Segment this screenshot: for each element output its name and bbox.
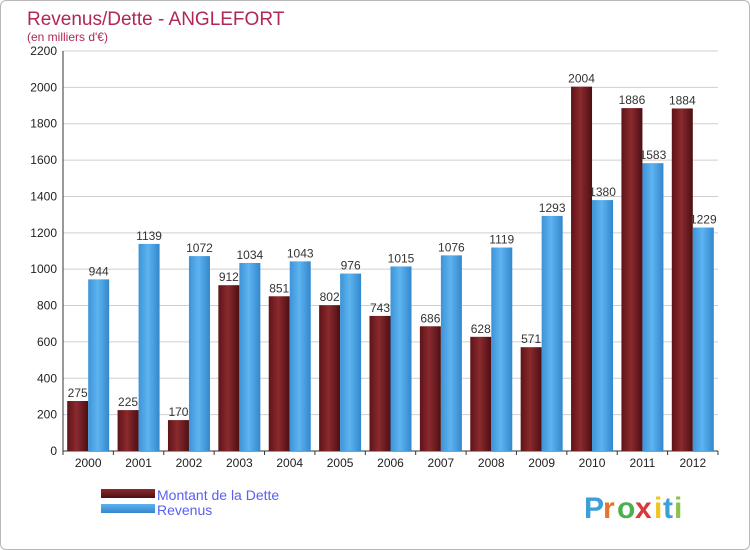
bar-revenus <box>340 273 362 451</box>
data-label-debt: 275 <box>68 386 88 400</box>
bar-debt <box>621 108 643 451</box>
x-tick-label: 2010 <box>579 456 606 470</box>
bar-debt <box>671 108 693 452</box>
logo-letter: P <box>584 492 605 525</box>
x-tick-label: 2006 <box>377 456 404 470</box>
logo-letter: x <box>635 492 653 525</box>
x-tick-label: 2009 <box>528 456 555 470</box>
bar-revenus <box>390 266 412 451</box>
data-label-debt: 170 <box>168 405 188 419</box>
data-label-revenus: 1015 <box>388 251 415 265</box>
data-label-revenus: 1380 <box>589 185 616 199</box>
bar-debt <box>67 401 89 451</box>
data-label-revenus: 1076 <box>438 240 465 254</box>
y-tick-label: 0 <box>50 444 57 458</box>
y-tick-label: 2000 <box>30 80 57 94</box>
data-label-debt: 802 <box>320 290 340 304</box>
data-label-revenus: 1139 <box>136 229 162 243</box>
bar-revenus <box>88 279 110 451</box>
data-label-revenus: 1072 <box>186 241 213 255</box>
x-tick-label: 2002 <box>176 456 203 470</box>
bar-revenus <box>138 243 160 451</box>
data-label-debt: 1884 <box>669 93 696 107</box>
logo-letter: i <box>654 492 663 525</box>
data-label-revenus: 1293 <box>539 201 566 215</box>
data-label-revenus: 1583 <box>640 148 667 162</box>
data-label-debt: 1886 <box>619 93 646 107</box>
data-label-revenus: 976 <box>341 259 361 273</box>
y-tick-label: 1200 <box>30 226 57 240</box>
bar-debt <box>218 285 240 451</box>
data-label-debt: 225 <box>118 395 138 409</box>
bar-revenus <box>239 263 261 451</box>
bar-debt <box>268 296 290 451</box>
legend-swatch-revenus <box>101 504 155 513</box>
bar-revenus <box>692 227 714 451</box>
data-label-debt: 571 <box>521 332 541 346</box>
bar-revenus <box>642 163 664 451</box>
chart-title: Revenus/Dette - ANGLEFORT <box>27 9 285 30</box>
data-label-revenus: 1034 <box>236 248 263 262</box>
proxiti-logo: Pr ox i t i <box>584 492 683 525</box>
bar-debt <box>419 326 441 451</box>
data-label-revenus: 944 <box>89 264 109 278</box>
logo-letter: o <box>617 492 636 525</box>
legend: Montant de la Dette Revenus <box>101 487 279 518</box>
bar-debt <box>520 347 542 451</box>
bar-revenus <box>289 261 311 451</box>
y-tick-label: 800 <box>37 299 57 313</box>
data-label-revenus: 1119 <box>489 233 514 247</box>
x-tick-label: 2003 <box>226 456 253 470</box>
legend-label-revenus: Revenus <box>157 502 212 518</box>
bar-debt <box>167 420 189 451</box>
bar-revenus <box>491 247 513 451</box>
bar-debt <box>571 86 593 452</box>
data-label-debt: 912 <box>219 270 239 284</box>
data-label-debt: 686 <box>420 311 440 325</box>
y-tick-label: 400 <box>37 371 57 385</box>
legend-swatch-debt <box>101 489 155 498</box>
data-label-debt: 851 <box>269 281 289 295</box>
y-tick-label: 1400 <box>30 189 57 203</box>
bar-debt <box>319 305 341 451</box>
data-labels: 275 944 225 1139 170 1072 912 1034 851 1043 802 976… <box>68 72 717 419</box>
data-label-revenus: 1229 <box>690 213 717 227</box>
x-tick-label: 2012 <box>679 456 706 470</box>
y-tick-label: 1600 <box>30 153 57 167</box>
bar-debt <box>470 336 492 451</box>
x-tick-label: 2001 <box>125 456 152 470</box>
data-label-revenus: 1043 <box>287 246 314 260</box>
logo-letter: i <box>674 492 683 525</box>
x-tick-label: 2011 <box>630 456 656 470</box>
logo-letter: t <box>663 492 674 525</box>
bar-revenus <box>440 255 462 451</box>
legend-label-debt: Montant de la Dette <box>157 487 279 503</box>
bar-debt <box>117 410 139 451</box>
bar-revenus <box>188 256 210 451</box>
bars <box>67 86 714 452</box>
bar-revenus <box>592 200 614 451</box>
x-tick-label: 2007 <box>428 456 455 470</box>
bar-revenus <box>541 215 563 451</box>
data-label-debt: 743 <box>370 301 390 315</box>
y-tick-label: 200 <box>37 408 57 422</box>
y-tick-label: 1000 <box>30 262 57 276</box>
x-tick-label: 2005 <box>327 456 354 470</box>
axes: 0 200 400 600 800 1000 1200 1400 1600 1800 2000 220… <box>30 44 719 470</box>
y-tick-label: 600 <box>37 335 57 349</box>
logo-letter: r <box>603 492 616 525</box>
y-tick-label: 2200 <box>30 44 57 58</box>
y-tick-label: 1800 <box>30 117 57 131</box>
bar-debt <box>369 315 391 451</box>
data-label-debt: 2004 <box>568 72 595 86</box>
x-tick-label: 2004 <box>276 456 303 470</box>
chart-subtitle: (en milliers d'€) <box>27 30 108 44</box>
x-tick-label: 2008 <box>478 456 505 470</box>
x-tick-label: 2000 <box>75 456 102 470</box>
data-label-debt: 628 <box>471 322 491 336</box>
